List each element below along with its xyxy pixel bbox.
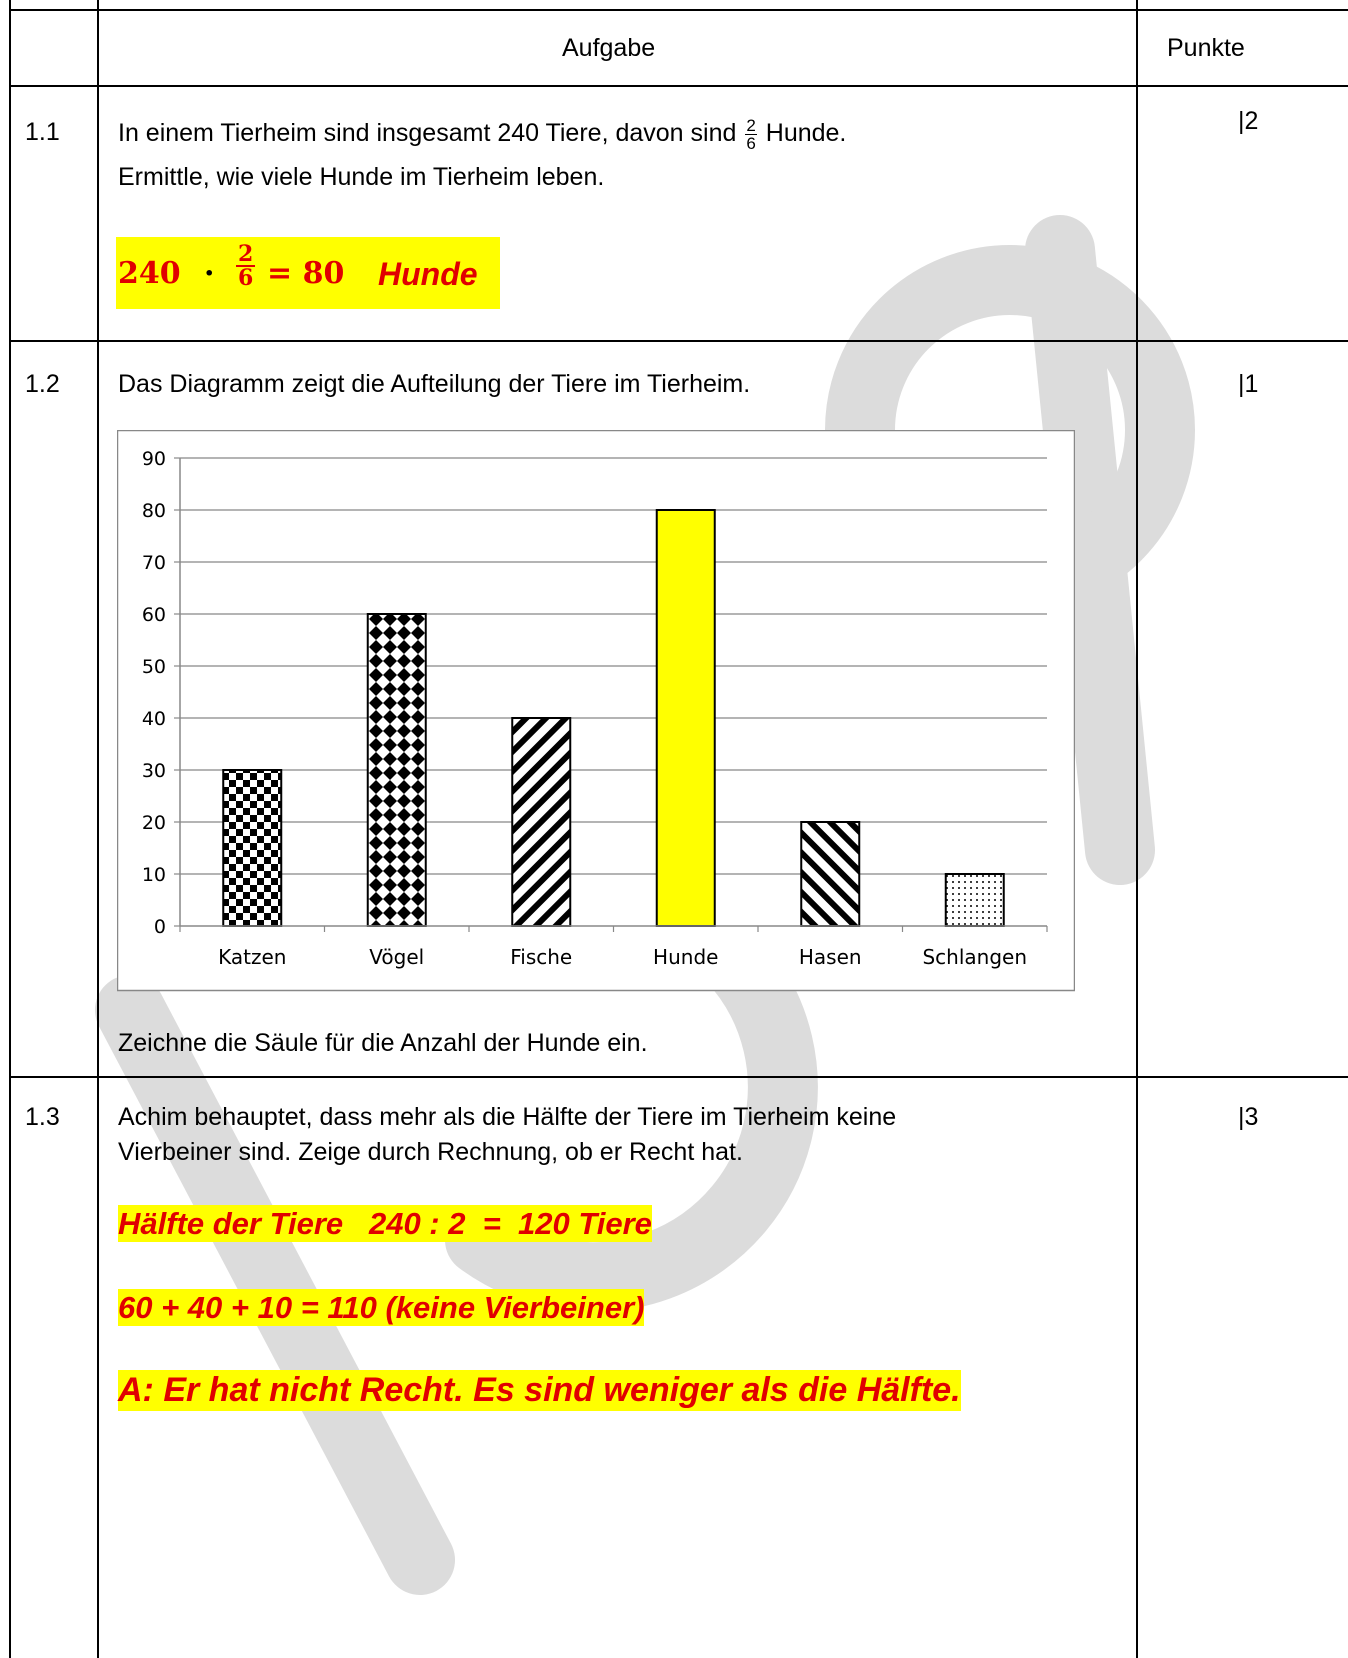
table-divider-task-1-3: [9, 1076, 1348, 1078]
table-divider-number: [97, 0, 99, 1658]
task-text: Das Diagramm zeigt die Aufteilung der Ti…: [118, 370, 751, 398]
solution-equals: = 80: [267, 256, 345, 291]
y-tick-label: 0: [154, 916, 166, 938]
fraction-numerator: 2: [745, 116, 757, 135]
x-tick-label: Fische: [510, 945, 572, 969]
bar-hasen: [800, 821, 861, 927]
solution-1-1: 240 · 2 6 = 80 Hunde: [116, 237, 500, 309]
y-tick-label: 50: [142, 656, 166, 678]
task-text: In einem Tierheim sind insgesamt 240 Tie…: [118, 117, 846, 152]
task-points: |1: [1238, 370, 1259, 398]
fraction-denominator: 6: [746, 134, 756, 153]
chart-axes: [179, 458, 1048, 932]
solution-dot: ·: [204, 256, 215, 291]
task-text-line2: Ermittle, wie viele Hunde im Tierheim le…: [118, 163, 605, 191]
solution-fraction: 2 6: [236, 241, 256, 291]
fraction: 2 6: [745, 116, 757, 153]
bar-fische: [511, 717, 572, 927]
y-tick-label: 60: [142, 604, 166, 626]
y-tick-label: 10: [142, 864, 166, 886]
chart-y-tick-labels: 0 10 20 30 40 50 60 70 80 90: [142, 448, 166, 938]
solution-line-1: Hälfte der Tiere 240 : 2 = 120 Tiere: [118, 1205, 652, 1243]
task-points: |3: [1238, 1103, 1259, 1131]
y-tick-label: 90: [142, 448, 166, 470]
table-divider-task-1-2: [9, 340, 1348, 342]
solution-line-3: A: Er hat nicht Recht. Es sind weniger a…: [118, 1370, 961, 1411]
chart-x-tick-labels: Katzen Vögel Fische Hunde Hasen Schlangen: [218, 945, 1027, 969]
task-number: 1.2: [25, 370, 60, 398]
fraction-denominator: 6: [238, 265, 254, 291]
header-punkte: Punkte: [1167, 34, 1245, 62]
y-tick-label: 30: [142, 760, 166, 782]
table-border-left: [9, 0, 11, 1658]
x-tick-label: Hasen: [799, 945, 862, 969]
chart-gridlines: [174, 457, 1047, 927]
task-text-line1: Achim behauptet, dass mehr als die Hälft…: [118, 1103, 897, 1131]
solution-word: Hunde: [378, 256, 478, 292]
task-text-line2: Vierbeiner sind. Zeige durch Rechnung, o…: [118, 1138, 743, 1166]
task-text-part: In einem Tierheim sind insgesamt 240 Tie…: [118, 119, 737, 148]
task-points: |2: [1238, 107, 1259, 135]
y-tick-label: 20: [142, 812, 166, 834]
header-aufgabe: Aufgabe: [562, 34, 656, 62]
bar-schlangen: [944, 873, 1005, 927]
chart-bars: [222, 509, 1005, 927]
solution-line-2: 60 + 40 + 10 = 110 (keine Vierbeiner): [118, 1289, 645, 1327]
y-tick-label: 80: [142, 500, 166, 522]
task-number: 1.3: [25, 1103, 60, 1131]
task-text-part: Hunde.: [765, 119, 847, 148]
table-border-top: [9, 9, 1348, 11]
table-divider-header: [9, 85, 1348, 87]
fraction-numerator: 2: [236, 241, 256, 267]
x-tick-label: Katzen: [218, 945, 286, 969]
bar-hunde: [655, 509, 716, 927]
solution-number: 240: [118, 256, 181, 291]
y-tick-label: 40: [142, 708, 166, 730]
task-footer: Zeichne die Säule für die Anzahl der Hun…: [118, 1029, 648, 1057]
x-tick-label: Vögel: [369, 945, 424, 969]
bar-vögel: [366, 613, 427, 927]
table-divider-points: [1136, 0, 1138, 1658]
y-tick-label: 70: [142, 552, 166, 574]
x-tick-label: Schlangen: [922, 945, 1027, 969]
bar-chart: 0 10 20 30 40 50 60 70 80 90 Katzen Vögel Fische Hun…: [117, 430, 1075, 992]
x-tick-label: Hunde: [653, 945, 718, 969]
task-number: 1.1: [25, 118, 60, 146]
bar-katzen: [222, 769, 283, 927]
